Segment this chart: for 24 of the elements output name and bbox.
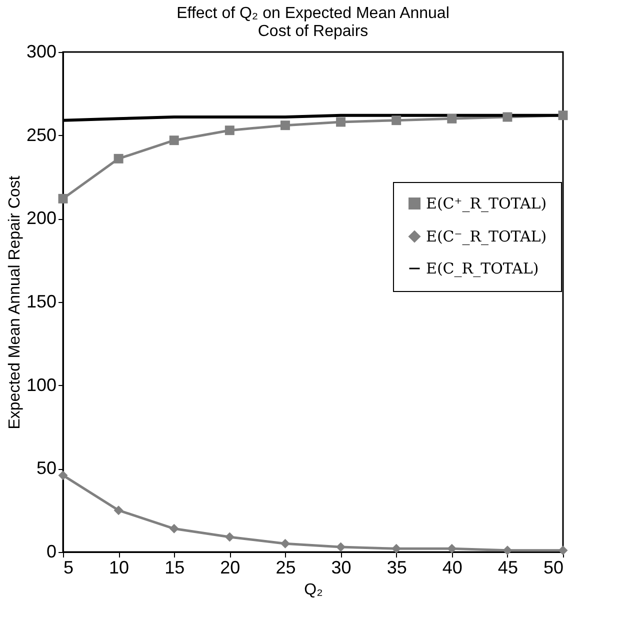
y-tick-label: 250 (26, 124, 56, 145)
legend-label: E(C_R_TOTAL) (426, 260, 539, 278)
y-tick-label: 100 (26, 374, 56, 395)
x-tick-label: 40 (442, 558, 462, 578)
x-tick-label: 35 (386, 558, 407, 578)
x-axis-title: Q₂ (304, 582, 323, 598)
legend-label: E(C⁺_R_TOTAL) (426, 194, 547, 212)
x-tick-label: 50 (543, 558, 564, 578)
x-tick-label: 5 (64, 558, 74, 578)
x-tick-label: 45 (498, 558, 518, 578)
x-tick-label: 10 (109, 558, 130, 578)
y-tick-label: 50 (36, 458, 56, 478)
y-axis-title: Expected Mean Annual Repair Cost (6, 175, 24, 430)
y-tick-label: 150 (26, 292, 56, 312)
y-tick-label: 300 (26, 42, 56, 62)
text: Cost of Repairs (258, 23, 368, 40)
x-tick-label: 25 (276, 558, 296, 578)
y-tick-label: 200 (26, 208, 56, 228)
legend-label: E(C⁻_R_TOTAL) (426, 228, 547, 246)
x-tick-label: 15 (164, 558, 185, 578)
y-tick-label: 0 (46, 542, 56, 562)
x-tick-label: 20 (220, 558, 240, 578)
text: Effect of Q₂ on Expected Mean Annual (176, 5, 450, 22)
x-tick-label: 30 (331, 558, 352, 578)
